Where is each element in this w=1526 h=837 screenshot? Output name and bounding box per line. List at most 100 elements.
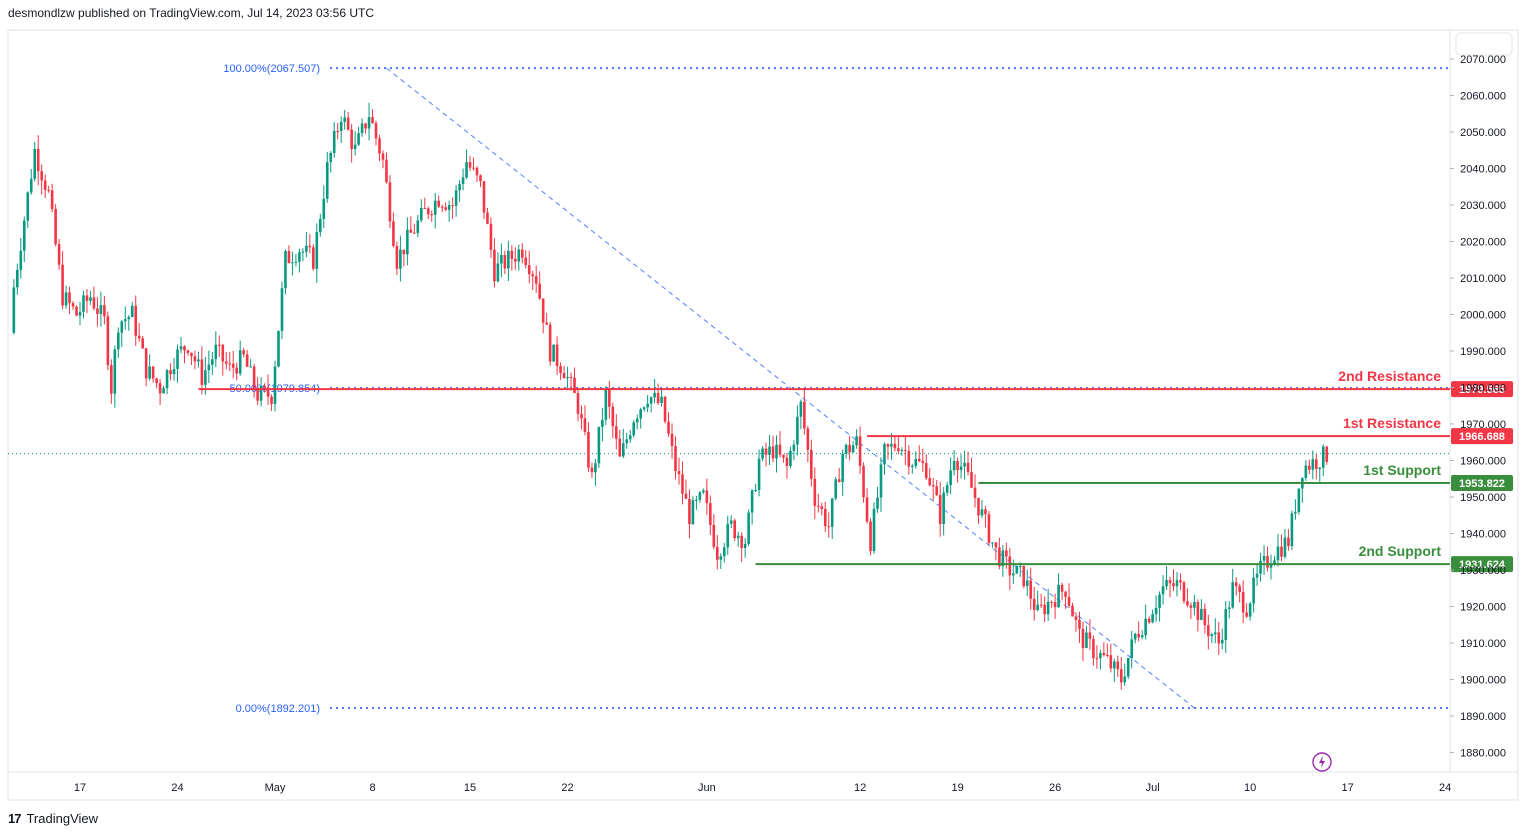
- candle-body: [235, 367, 239, 374]
- candle-body: [1015, 565, 1019, 574]
- candle-body: [207, 364, 211, 371]
- candle-body: [1126, 657, 1130, 677]
- candle-body: [1039, 604, 1043, 606]
- candle-body: [754, 490, 757, 492]
- candle-body: [1092, 638, 1095, 659]
- candle-body: [204, 370, 207, 385]
- candle-body: [959, 466, 963, 471]
- candle-body: [336, 131, 340, 133]
- candle-body: [284, 250, 287, 289]
- candle-body: [761, 448, 764, 459]
- candle-body: [865, 497, 869, 522]
- candle-body: [764, 448, 768, 455]
- candle-body: [1224, 609, 1228, 640]
- candle-body: [569, 376, 573, 378]
- chart-frame: [7, 29, 1519, 801]
- candle-body: [447, 205, 451, 210]
- candle-body: [228, 363, 232, 365]
- candle-body: [270, 396, 273, 404]
- candle-body: [1290, 513, 1294, 547]
- candle-body: [837, 479, 841, 483]
- candle-body: [249, 366, 252, 368]
- fib-label: 0.00%(1892.201): [236, 703, 320, 715]
- candle-body: [1210, 634, 1214, 637]
- candle-body: [733, 520, 737, 539]
- candle-body: [1088, 632, 1092, 639]
- candle-body: [632, 422, 636, 436]
- candle-body: [743, 543, 747, 549]
- candle-body: [900, 450, 904, 452]
- candle-body: [562, 373, 566, 379]
- candle-body: [851, 445, 855, 453]
- level-name: 2nd Resistance: [1338, 368, 1441, 384]
- candle-body: [322, 198, 326, 220]
- candle-body: [130, 305, 134, 318]
- candle-body: [89, 297, 92, 301]
- candle-body: [1283, 537, 1287, 557]
- candle-body: [1022, 565, 1026, 586]
- candle-body: [186, 350, 190, 353]
- candle-body: [1057, 584, 1060, 608]
- grid-lines: [7, 29, 1519, 801]
- candle-body: [1308, 465, 1311, 470]
- level-price-tag: [1451, 475, 1513, 492]
- candle-body: [1200, 608, 1203, 621]
- candle-body: [1130, 639, 1134, 658]
- candle-body: [1032, 598, 1036, 610]
- candle-body: [36, 148, 40, 172]
- candle-body: [1036, 604, 1039, 610]
- candle-body: [534, 276, 538, 284]
- candle-body: [141, 338, 144, 349]
- candle-body: [660, 396, 663, 403]
- candle-body: [172, 369, 176, 375]
- candle-body: [277, 330, 280, 367]
- fib-label: 100.00%(2067.507): [223, 63, 320, 75]
- candle-body: [674, 445, 677, 471]
- candle-body: [618, 438, 622, 457]
- candle-body: [242, 350, 245, 355]
- candle-body: [1273, 560, 1276, 565]
- fibonacci-levels: 100.00%(2067.507)50.00%(1979.854)0.00%(1…: [223, 63, 1448, 715]
- candle-body: [681, 474, 684, 494]
- candle-body: [677, 470, 681, 475]
- candle-body: [1259, 560, 1262, 574]
- candle-body: [1025, 580, 1029, 586]
- candle-body: [360, 123, 364, 134]
- candle-body: [1119, 669, 1123, 683]
- candle-body: [639, 409, 642, 419]
- candle-body: [876, 497, 879, 509]
- candle-body: [977, 497, 980, 516]
- candle-body: [1179, 580, 1182, 583]
- candle-body: [266, 387, 270, 397]
- candle-body: [26, 192, 30, 221]
- candle-body: [1095, 658, 1099, 660]
- candle-body: [482, 181, 486, 213]
- candle-body: [200, 359, 204, 385]
- level-price-label: 1966.688: [1459, 431, 1505, 443]
- candle-body: [263, 385, 266, 388]
- candle-body: [1220, 639, 1224, 644]
- candle-body: [137, 335, 141, 339]
- candle-body: [653, 392, 656, 398]
- candle-body: [1133, 633, 1137, 640]
- candle-body: [179, 346, 183, 350]
- candle-body: [576, 392, 580, 414]
- candle-body: [367, 117, 371, 129]
- settings-box: [1455, 32, 1513, 56]
- candle-body: [1280, 546, 1283, 557]
- candle-body: [409, 229, 413, 233]
- candle-body: [399, 249, 402, 269]
- candle-body: [775, 444, 778, 459]
- level-name: 1st Support: [1363, 462, 1441, 478]
- candle-body: [844, 444, 848, 454]
- time-tick-label: 24: [1439, 782, 1451, 794]
- price-tick-label: 1910.000: [1460, 638, 1506, 650]
- candle-body: [729, 520, 733, 524]
- candle-body: [1297, 488, 1301, 512]
- candle-body: [688, 498, 691, 525]
- candle-body: [768, 446, 771, 455]
- candle-body: [695, 499, 698, 501]
- candle-body: [973, 487, 977, 498]
- candle-body: [120, 321, 124, 333]
